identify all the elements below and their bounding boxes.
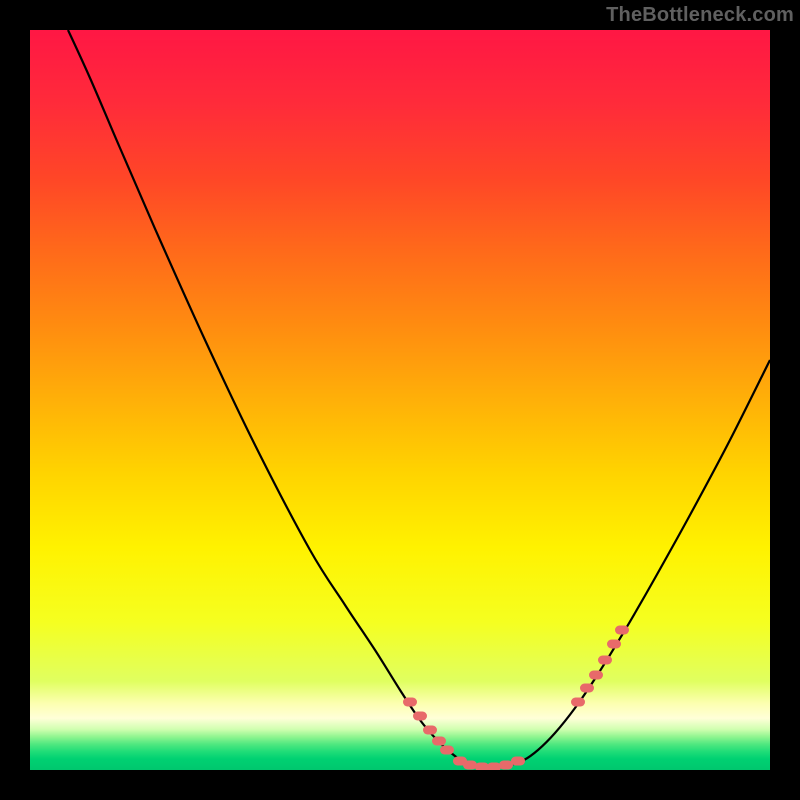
marker-dot bbox=[487, 763, 501, 771]
marker-dot bbox=[499, 761, 513, 770]
marker-dot bbox=[607, 640, 621, 649]
marker-dot bbox=[432, 737, 446, 746]
marker-dot bbox=[615, 626, 629, 635]
marker-dot bbox=[571, 698, 585, 707]
marker-dot bbox=[413, 712, 427, 721]
marker-dot bbox=[403, 698, 417, 707]
marker-dot bbox=[475, 763, 489, 771]
marker-dot bbox=[589, 671, 603, 680]
gradient-background bbox=[30, 30, 770, 770]
marker-dot bbox=[423, 726, 437, 735]
marker-dot bbox=[580, 684, 594, 693]
chart-frame bbox=[30, 30, 770, 770]
watermark-text: TheBottleneck.com bbox=[606, 4, 794, 27]
marker-dot bbox=[511, 757, 525, 766]
plot-svg bbox=[30, 30, 770, 770]
marker-dot bbox=[463, 761, 477, 770]
marker-dot bbox=[598, 656, 612, 665]
marker-dot bbox=[440, 746, 454, 755]
